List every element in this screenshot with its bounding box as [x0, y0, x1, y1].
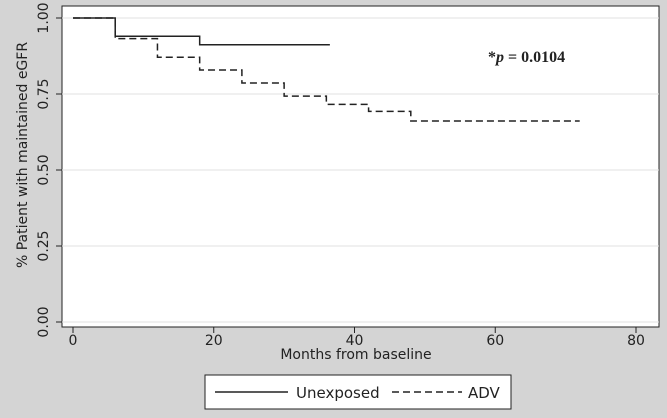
legend: Unexposed ADV — [204, 374, 512, 410]
p-value-text: = 0.0104 — [504, 49, 565, 66]
x-tick-label-2: 40 — [346, 333, 364, 349]
p-value-symbol: p — [494, 49, 504, 66]
y-axis-label: % Patient with maintained eGFR — [15, 42, 31, 268]
legend-label-unexposed: Unexposed — [296, 384, 380, 402]
legend-label-adv: ADV — [468, 384, 501, 402]
y-tick-label-3: 0.75 — [36, 78, 52, 109]
p-value-annotation: *p = 0.0104 — [488, 49, 565, 66]
x-tick-label-3: 60 — [486, 333, 504, 349]
plot-area — [61, 5, 660, 328]
y-tick-label-4: 1.00 — [36, 2, 52, 33]
x-tick-label-0: 0 — [69, 333, 78, 349]
axis-layer: 0.00 0.25 0.50 0.75 1.00 0 20 40 60 80 — [36, 2, 645, 349]
y-tick-label-2: 0.50 — [36, 154, 52, 185]
x-axis-label: Months from baseline — [280, 347, 431, 363]
x-tick-label-4: 80 — [627, 333, 645, 349]
y-tick-label-0: 0.00 — [36, 306, 52, 337]
series-line-adv — [73, 17, 580, 122]
p-value-prefix: * — [488, 49, 496, 66]
series-layer — [73, 17, 580, 122]
y-tick-label-1: 0.25 — [36, 230, 52, 261]
x-tick-label-1: 20 — [205, 333, 223, 349]
grid-layer — [62, 17, 659, 323]
